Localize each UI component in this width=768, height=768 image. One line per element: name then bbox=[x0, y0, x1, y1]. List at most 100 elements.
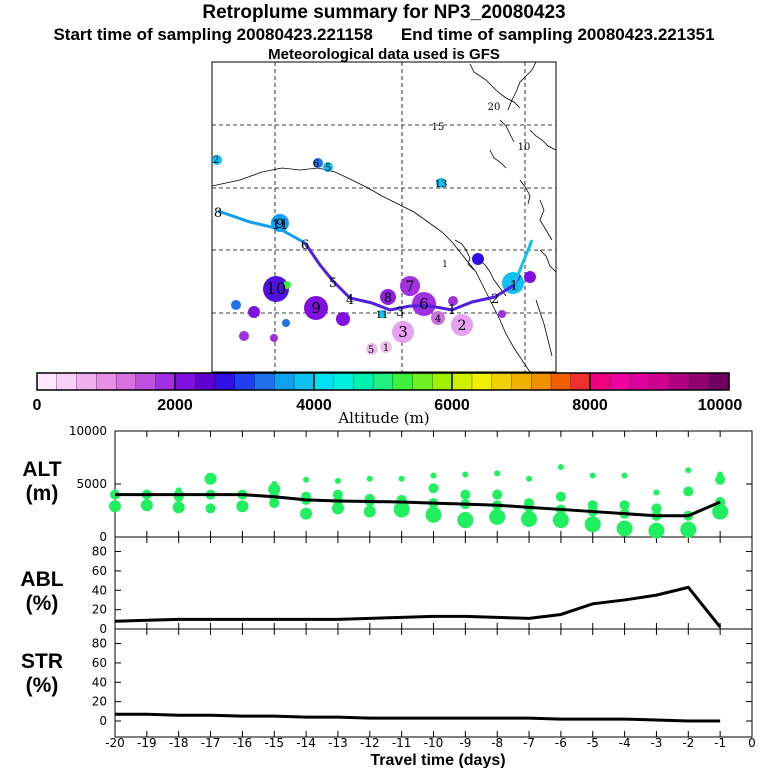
cluster-label: 10 bbox=[266, 279, 286, 298]
altitude-circle bbox=[248, 306, 260, 318]
colorbar-tick: 8000 bbox=[572, 397, 608, 414]
trajectory-line-end bbox=[512, 239, 534, 286]
altitude-circle bbox=[524, 271, 536, 283]
colorbar-cell bbox=[392, 372, 414, 391]
colorbar-cell bbox=[432, 372, 453, 391]
x-tick-label: -13 bbox=[328, 736, 348, 750]
cluster-label: 20 bbox=[488, 102, 501, 113]
alt-label: ALT bbox=[22, 458, 61, 481]
cluster-label: 6 bbox=[419, 295, 429, 313]
alt-dot bbox=[552, 512, 569, 529]
alt-dot bbox=[489, 508, 506, 525]
colorbar-cell bbox=[254, 372, 275, 391]
colorbar-cell bbox=[333, 372, 354, 391]
colorbar-cell bbox=[709, 372, 730, 391]
alt-dot bbox=[492, 489, 503, 500]
colorbar-label: Altitude (m) bbox=[337, 409, 429, 427]
colorbar-tick: 10000 bbox=[698, 397, 743, 414]
trajectory-label: 3 bbox=[396, 305, 404, 320]
alt-dot bbox=[653, 489, 660, 496]
alt-dot bbox=[685, 467, 692, 474]
x-tick-label: -2 bbox=[682, 736, 694, 750]
alt-dot bbox=[393, 501, 410, 518]
colorbar-cell bbox=[353, 372, 374, 391]
alt-dot bbox=[205, 503, 216, 514]
alt-dot bbox=[712, 503, 729, 520]
alt-dot bbox=[236, 500, 249, 513]
trajectory-label: 2 bbox=[491, 292, 499, 307]
alt-dot bbox=[331, 502, 344, 515]
colorbar-cell bbox=[36, 372, 58, 391]
str-line bbox=[115, 712, 721, 723]
alt-dot bbox=[619, 500, 630, 511]
cluster-label: 5 bbox=[325, 163, 331, 174]
x-tick-label: -11 bbox=[392, 736, 412, 750]
cluster-label: 10 bbox=[518, 142, 531, 153]
pct-tick-label: 60 bbox=[92, 564, 107, 578]
colorbar-tick: 2000 bbox=[157, 397, 193, 414]
x-tick-label: -10 bbox=[424, 736, 444, 750]
colorbar-tick: 0 bbox=[33, 397, 42, 414]
x-tick-label: -14 bbox=[296, 736, 316, 750]
alt-dot bbox=[494, 470, 501, 477]
abl-unit: (%) bbox=[26, 592, 59, 615]
x-tick-label: -1 bbox=[714, 736, 726, 750]
alt-dot bbox=[521, 510, 538, 527]
alt-dot bbox=[268, 483, 281, 496]
cluster-label: 15 bbox=[432, 122, 445, 133]
colorbar-cell bbox=[590, 372, 612, 391]
trajectory-label: 11 bbox=[272, 218, 289, 233]
x-tick-label: -16 bbox=[233, 736, 253, 750]
trajectory-label: 5 bbox=[329, 276, 337, 291]
alt-dot bbox=[616, 520, 633, 537]
altitude-circle bbox=[448, 296, 458, 306]
colorbar-cell bbox=[511, 372, 532, 391]
x-tick-label: -3 bbox=[650, 736, 662, 750]
pct-tick-label: 0 bbox=[99, 714, 107, 728]
colorbar-cell bbox=[155, 372, 177, 391]
cluster-label: 13 bbox=[435, 179, 448, 190]
x-tick-label: -4 bbox=[619, 736, 631, 750]
colorbar-cell bbox=[372, 372, 394, 391]
trajectory-label: 6 bbox=[301, 238, 309, 253]
x-axis-label: Travel time (days) bbox=[370, 752, 505, 768]
colorbar-cell bbox=[234, 372, 256, 391]
altitude-circle bbox=[400, 276, 420, 296]
start-time-label: Start time of sampling 20080423.221158 bbox=[53, 25, 373, 44]
alt-dot bbox=[460, 489, 471, 500]
colorbar-cell bbox=[452, 372, 473, 391]
altitude-circle bbox=[431, 311, 445, 325]
cluster-label: 11 bbox=[376, 310, 389, 321]
alt-dot bbox=[526, 475, 533, 482]
colorbar-cell bbox=[56, 372, 78, 391]
colorbar-cell bbox=[76, 372, 97, 391]
trajectory-label: 1 bbox=[448, 303, 456, 318]
cluster-label: 7 bbox=[406, 279, 415, 295]
x-tick-label: -9 bbox=[459, 736, 471, 750]
end-time-label: End time of sampling 20080423.221351 bbox=[400, 25, 715, 44]
x-tick-label: -6 bbox=[555, 736, 567, 750]
chart-title: Retroplume summary for NP3_20080423 bbox=[202, 2, 566, 23]
x-tick-label: -15 bbox=[264, 736, 284, 750]
pct-tick-label: 0 bbox=[99, 622, 107, 636]
altitude-colorbar: 0 2000 4000 6000 8000 10000 Altitude (m) bbox=[33, 372, 743, 427]
trajectory-label: 8 bbox=[214, 206, 222, 221]
alt-dot bbox=[651, 503, 662, 514]
pct-tick-label: 40 bbox=[92, 675, 107, 689]
map-frame bbox=[211, 61, 557, 373]
altitude-circle bbox=[392, 321, 414, 343]
alt-dot bbox=[363, 505, 376, 518]
colorbar-cell bbox=[274, 372, 295, 391]
altitude-circle bbox=[231, 300, 241, 310]
altitude-circle bbox=[378, 310, 386, 318]
str-unit: (%) bbox=[26, 674, 59, 697]
altitude-circle bbox=[336, 312, 350, 326]
str-label: STR bbox=[21, 650, 63, 673]
colorbar-cell bbox=[629, 372, 651, 391]
alt-dot bbox=[680, 521, 697, 538]
alt-dot bbox=[589, 472, 596, 479]
colorbar-cell bbox=[412, 372, 434, 391]
colorbar-cell bbox=[491, 372, 513, 391]
alt-dot bbox=[462, 471, 469, 478]
